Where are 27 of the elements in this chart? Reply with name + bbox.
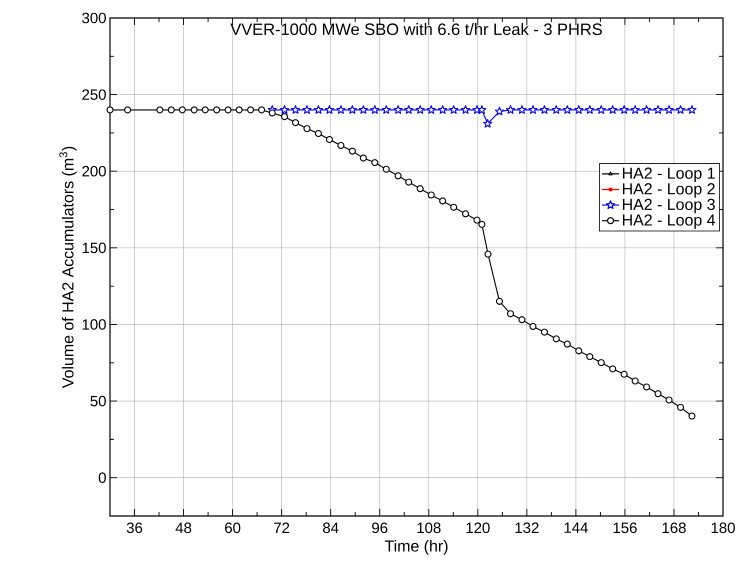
legend-label: HA2 - Loop 4	[622, 214, 716, 229]
legend-label: HA2 - Loop 2	[622, 183, 715, 198]
x-tick-label: 108	[417, 522, 441, 534]
x-axis-title: Time (hr)	[384, 540, 448, 555]
x-tick-label: 120	[466, 522, 490, 534]
x-tick-label: 168	[662, 522, 686, 534]
y-tick-label: 200	[82, 166, 106, 177]
x-tick-label: 60	[225, 522, 240, 534]
chart-title: VVER-1000 MWe SBO with 6.6 t/hr Leak - 3 PHRS	[230, 23, 602, 36]
x-tick-label: 144	[564, 522, 588, 533]
x-tick-label: 132	[516, 522, 539, 534]
y-tick-label: 50	[90, 396, 106, 406]
x-tick-label: 180	[712, 522, 735, 534]
x-tick-label: 84	[323, 522, 339, 534]
y-tick-label: 0	[98, 472, 106, 483]
y-tick-label: 300	[82, 12, 106, 24]
legend-label: HA2 - Loop 1	[622, 168, 715, 182]
x-tick-label: 36	[126, 522, 142, 534]
y-tick-label: 250	[82, 89, 106, 100]
y-axis-title: Volume of HA2 Accumulators (m$^{3}$)	[59, 146, 77, 388]
x-tick-label: 48	[176, 522, 192, 534]
x-tick-label: 156	[614, 522, 637, 534]
legend-label: HA2 - Loop 3	[622, 198, 715, 214]
y-tick-label: 150	[82, 242, 106, 254]
x-tick-label: 96	[372, 522, 388, 534]
y-tick-label: 100	[82, 319, 106, 330]
x-tick-label: 72	[274, 522, 290, 533]
